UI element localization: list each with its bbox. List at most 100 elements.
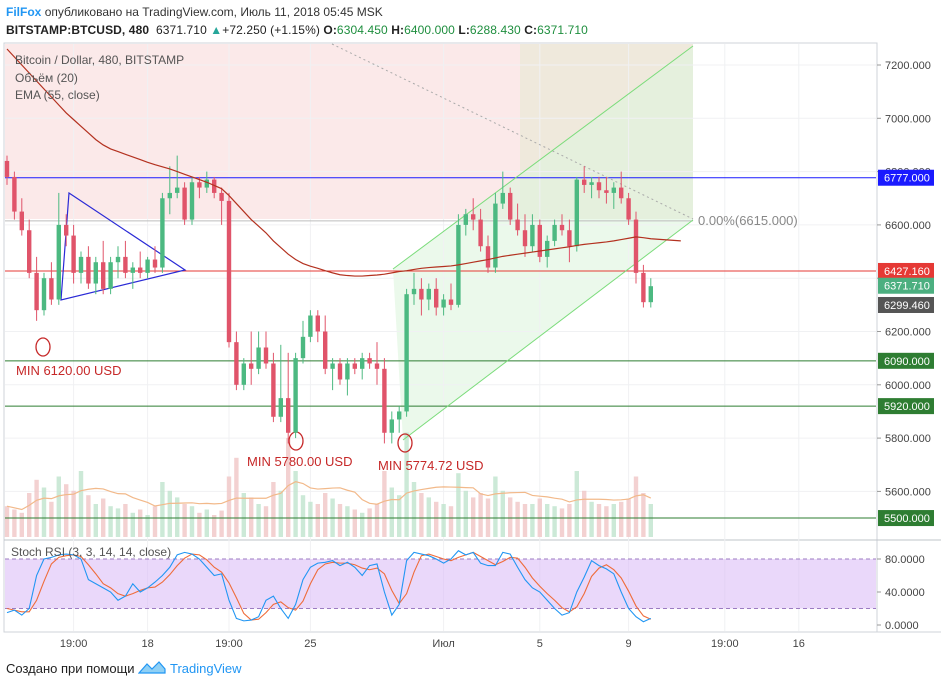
candle-body [212, 179, 217, 193]
candle-body [204, 179, 209, 188]
candle-body [567, 230, 572, 247]
candle-body [589, 182, 594, 185]
volume-bar [448, 506, 454, 537]
author-name[interactable]: FilFox [6, 5, 42, 19]
volume-bar [337, 504, 343, 537]
candle-body [78, 256, 84, 273]
volume-bar [582, 490, 587, 537]
candle-body [515, 219, 520, 231]
volume-bar [441, 504, 446, 537]
y-tick-label-5: 6200.000 [885, 327, 931, 339]
ema-path [6, 48, 681, 277]
price-tag-box-0 [878, 169, 934, 186]
candle-body [626, 198, 631, 220]
volume-bar [256, 504, 261, 537]
candle-body [604, 190, 609, 193]
volume-bar [508, 497, 513, 537]
candle-body [345, 363, 350, 380]
candle-body [93, 262, 98, 284]
volume-bar [404, 432, 409, 537]
candle-body [41, 278, 47, 311]
stoch-tick-label-0: 80.0000 [885, 554, 925, 566]
open-label: O: [323, 23, 337, 37]
candle-body [226, 200, 232, 343]
candle-body [463, 214, 468, 225]
volume-bar [293, 471, 298, 537]
volume-bar [522, 504, 528, 537]
y-tick-label-7: 5800.000 [885, 433, 931, 445]
price-tag-box-3 [878, 296, 934, 313]
candle-body [389, 419, 394, 433]
volume-bar [323, 493, 328, 537]
candle-body [130, 267, 135, 273]
volume-bar [189, 506, 195, 537]
volume-bar [108, 506, 113, 537]
candle-body [530, 224, 535, 247]
tradingview-link[interactable]: TradingView [170, 661, 242, 676]
volume-bar [123, 504, 128, 537]
candle-body [19, 211, 24, 231]
x-tick-label-3: 25 [304, 638, 316, 650]
candle-body [619, 187, 624, 199]
volume-bar [374, 504, 380, 537]
candle-body [64, 224, 69, 236]
channel-lower-line [402, 219, 694, 441]
volume-bar [130, 512, 135, 537]
candle-body [500, 192, 505, 204]
candle-body [545, 240, 550, 257]
price-tag-label-2: 6371.710 [884, 281, 930, 293]
price-tag-box-1 [878, 262, 934, 279]
price-change: +72.250 (+1.15%) [222, 23, 320, 37]
legend-volume: Объём (20) [15, 71, 78, 85]
candle-body [485, 246, 491, 268]
volume-bar [115, 508, 121, 537]
price-tag-label-6: 5500.000 [884, 513, 930, 525]
candle-body [633, 219, 639, 273]
price-tag-box-2 [878, 277, 934, 294]
candle-body [300, 336, 306, 359]
candle-body [426, 288, 431, 300]
candle-body [508, 192, 513, 220]
stoch-rsi [6, 550, 652, 623]
y-tick-label-8: 5600.000 [885, 486, 931, 498]
price-chart[interactable]: 7200.0007000.0006800.0006600.0006400.000… [0, 0, 941, 652]
tradingview-logo-icon[interactable] [138, 660, 166, 676]
high-value: 6400.000 [404, 23, 455, 37]
x-tick-label-7: 19:00 [711, 638, 739, 650]
x-tick-label-0: 19:00 [60, 638, 88, 650]
price-tag-label-5: 5920.000 [884, 401, 930, 413]
publish-line: FilFox опубликовано на TradingView.com, … [6, 5, 383, 19]
volume-bar [345, 506, 350, 537]
volume-bar [382, 471, 387, 537]
candle-body [56, 224, 61, 300]
volume-bar [648, 504, 653, 537]
high-label: H: [391, 23, 405, 37]
candle-body [648, 286, 653, 303]
candle-body [256, 347, 261, 369]
volume-bar [360, 512, 365, 537]
volume-bar [93, 504, 98, 537]
candle-body [382, 368, 387, 433]
volume-bar [500, 490, 505, 537]
candle-body [397, 411, 402, 420]
volume-bar [263, 506, 269, 537]
y-tick-label-3: 6600.000 [885, 220, 931, 232]
volume-bars [4, 432, 653, 537]
volume-bar [604, 506, 609, 537]
candle-body [552, 224, 557, 241]
price-tag-label-4: 6090.000 [884, 356, 930, 368]
footer: Создано при помощи TradingView [0, 652, 941, 688]
candle-body [641, 272, 646, 303]
trend-drawings[interactable] [35, 43, 694, 453]
annotation-min-1: MIN 6120.00 USD [16, 363, 122, 378]
volume-bar [286, 438, 291, 537]
volume-bar [49, 501, 54, 537]
candles [4, 155, 653, 444]
low-value: 6288.430 [469, 23, 521, 37]
candle-body [419, 288, 424, 300]
min-marker-3 [397, 433, 413, 453]
volume-bar [271, 482, 276, 537]
volume-bar [204, 509, 209, 537]
candle-body [286, 398, 291, 433]
volume-bar [175, 497, 180, 537]
